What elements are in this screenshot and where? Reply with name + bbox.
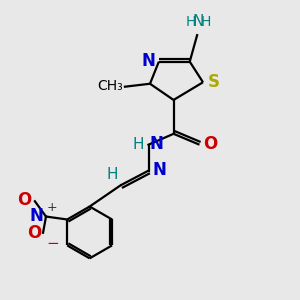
Text: O: O xyxy=(18,191,32,209)
Text: H: H xyxy=(133,136,144,152)
Text: N: N xyxy=(193,14,204,29)
Text: N: N xyxy=(152,161,166,179)
Text: N: N xyxy=(30,207,44,225)
Text: H: H xyxy=(201,15,211,29)
Text: +: + xyxy=(46,201,57,214)
Text: S: S xyxy=(207,73,219,91)
Text: O: O xyxy=(204,135,218,153)
Text: O: O xyxy=(27,224,42,242)
Text: −: − xyxy=(46,236,59,251)
Text: N: N xyxy=(150,135,164,153)
Text: H: H xyxy=(185,15,196,29)
Text: H: H xyxy=(106,167,118,182)
Text: CH₃: CH₃ xyxy=(98,79,124,93)
Text: N: N xyxy=(141,52,155,70)
